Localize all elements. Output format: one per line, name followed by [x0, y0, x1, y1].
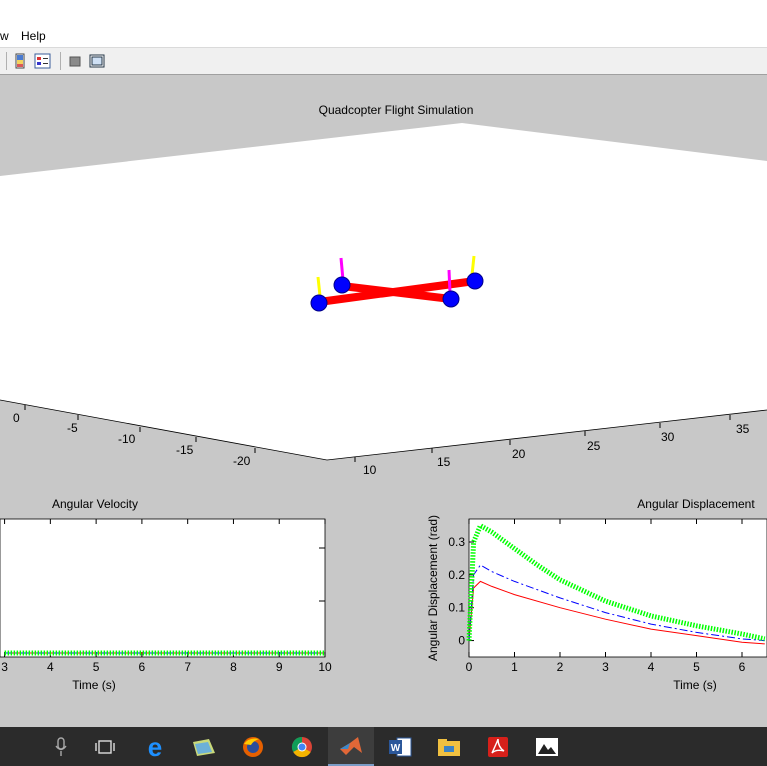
- toolbar-separator: [6, 52, 7, 70]
- chrome-icon[interactable]: [279, 727, 325, 766]
- angular-velocity-x-tick: 3: [1, 660, 8, 674]
- edge-browser-icon[interactable]: e: [132, 727, 178, 766]
- angular-displacement-y-tick: 0: [458, 634, 465, 648]
- menu-help[interactable]: Help: [21, 29, 46, 43]
- angular-velocity-x-tick: 9: [276, 660, 283, 674]
- angular-displacement-x-tick: 2: [557, 660, 564, 674]
- matlab-icon[interactable]: [328, 727, 374, 766]
- show-plot-tools-icon[interactable]: [88, 52, 106, 70]
- rotor: [333, 276, 351, 294]
- windows-taskbar: e W: [0, 727, 767, 766]
- angular-displacement-ylabel: Angular Displacement (rad): [426, 515, 440, 661]
- plot3d-y-tick: 20: [512, 447, 526, 461]
- plot3d-x-axis: [0, 399, 328, 461]
- menu-view[interactable]: w: [0, 29, 9, 43]
- thrust-vector: [316, 276, 322, 297]
- figure-toolbar: [0, 47, 767, 75]
- photos-icon[interactable]: [181, 727, 227, 766]
- angular-velocity-x-tick: 10: [318, 660, 332, 674]
- angular-velocity-x-tick: 5: [93, 660, 100, 674]
- angular-displacement-x-tick: 5: [693, 660, 700, 674]
- plot3d-y-tick: 35: [736, 422, 750, 436]
- angular-displacement-x-tick: 6: [739, 660, 746, 674]
- angular-displacement-x-tick: 3: [602, 660, 609, 674]
- plot3d-y-tick: 25: [587, 439, 601, 453]
- plot3d-title: Quadcopter Flight Simulation: [319, 103, 474, 117]
- angular-velocity-x-tick: 4: [47, 660, 54, 674]
- angular-velocity-title: Angular Velocity: [52, 497, 138, 511]
- plot3d-y-ticks: 10 15 20 25 30 35: [354, 415, 750, 477]
- rotor: [310, 294, 328, 312]
- plot3d-x-tick: -5: [67, 421, 78, 435]
- plot3d-x-ticks: 0 -5 -10 -15 -20: [13, 405, 256, 468]
- angular-velocity-xlabel: Time (s): [72, 678, 116, 692]
- word-icon[interactable]: W: [377, 727, 423, 766]
- angular-displacement-title: Angular Displacement: [637, 497, 755, 511]
- angular-velocity-x-ticks: 3 4 5 6 7 8 9 10: [1, 519, 332, 674]
- angular-velocity-x-tick: 7: [184, 660, 191, 674]
- angular-displacement-y-tick: 0.1: [448, 601, 465, 615]
- angular-velocity-axes[interactable]: [0, 518, 326, 658]
- svg-text:e: e: [148, 735, 162, 759]
- angular-displacement-xlabel: Time (s): [673, 678, 717, 692]
- angular-displacement-series-line: [466, 522, 766, 642]
- angular-displacement-x-tick: 0: [466, 660, 473, 674]
- task-view-icon[interactable]: [82, 727, 128, 766]
- plot3d-x-tick: -15: [176, 443, 194, 457]
- angular-displacement-y-tick: 0.3: [448, 535, 465, 549]
- hide-plot-tools-icon[interactable]: [66, 52, 84, 70]
- plot3d-y-tick: 30: [661, 430, 675, 444]
- svg-text:W: W: [391, 743, 401, 754]
- angular-displacement-y-ticks: 0 0.1 0.2 0.3: [448, 535, 474, 648]
- thrust-vector: [447, 269, 452, 294]
- angular-velocity-x-tick: 6: [139, 660, 146, 674]
- acrobat-reader-icon[interactable]: [475, 727, 521, 766]
- angular-velocity-x-tick: 8: [230, 660, 237, 674]
- rotor: [442, 290, 460, 308]
- quadcopter-model: [310, 255, 484, 312]
- plot3d-x-tick: 0: [13, 411, 20, 425]
- window-title-bar: [0, 0, 767, 25]
- angular-displacement-y-tick: 0.2: [448, 568, 465, 582]
- angular-displacement-series-line: [468, 564, 765, 642]
- thrust-vector: [339, 257, 345, 281]
- colorbar-icon[interactable]: [12, 52, 30, 70]
- angular-displacement-x-tick: 1: [511, 660, 518, 674]
- firefox-icon[interactable]: [230, 727, 276, 766]
- legend-icon[interactable]: [34, 52, 52, 70]
- angular-displacement-axes[interactable]: [468, 518, 767, 658]
- plot3d-y-axis: [326, 409, 767, 461]
- angular-displacement-series: [466, 522, 766, 645]
- figure-canvas: 0 -5 -10 -15 -20 10 15 20 25 30 35 Quadc…: [0, 75, 767, 727]
- microphone-icon[interactable]: [38, 727, 84, 766]
- angular-displacement-x-ticks: 0 1 2 3 4 5 6: [466, 519, 746, 674]
- plot3d-y-tick: 15: [437, 455, 451, 469]
- rotor: [466, 272, 484, 290]
- plot3d-x-tick: -20: [233, 454, 251, 468]
- photo-viewer-icon[interactable]: [524, 727, 570, 766]
- angular-displacement-series-line: [468, 580, 765, 645]
- menu-bar: w Help: [0, 25, 767, 47]
- plot3d-x-tick: -10: [118, 432, 136, 446]
- angular-displacement-x-tick: 4: [648, 660, 655, 674]
- plot3d-y-tick: 10: [363, 463, 377, 477]
- quadcopter-arm: [341, 282, 452, 303]
- toolbar-separator: [60, 52, 61, 70]
- file-explorer-icon[interactable]: [426, 727, 472, 766]
- thrust-vector: [470, 255, 476, 276]
